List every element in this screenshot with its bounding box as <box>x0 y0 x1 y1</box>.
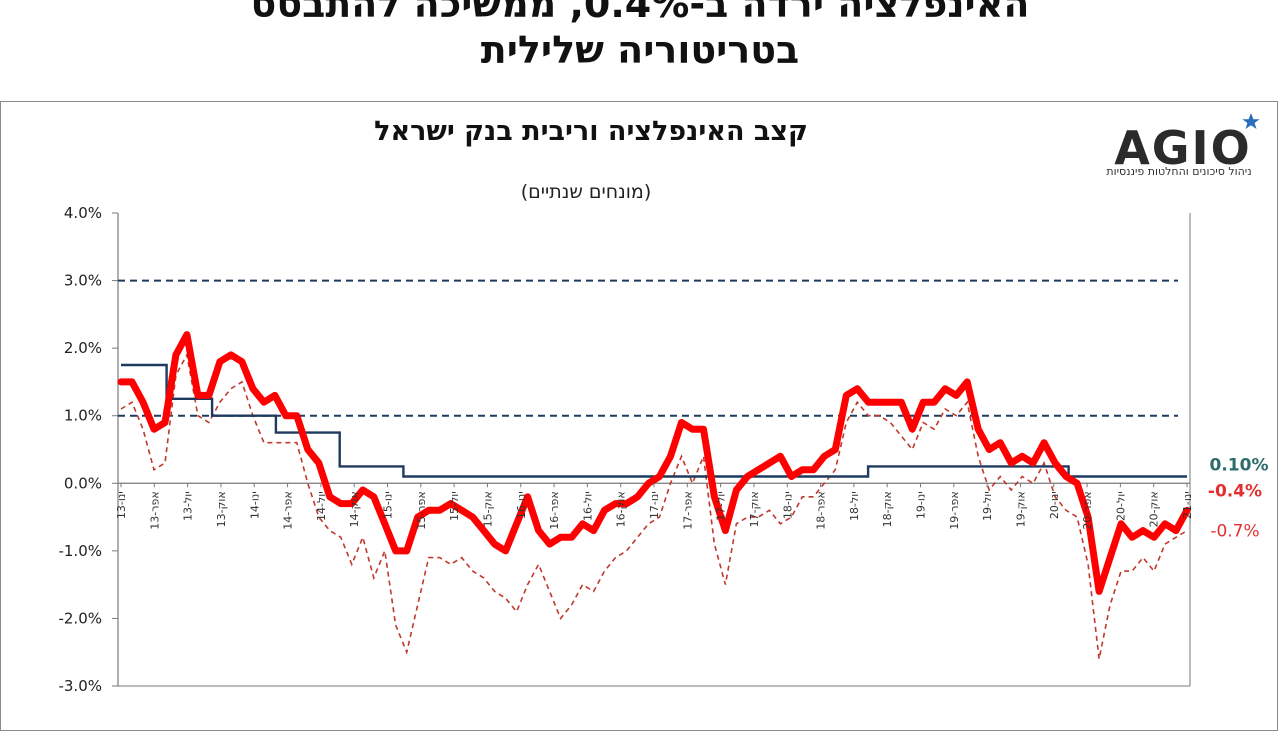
x-tick-label: אפר-14 <box>282 491 295 529</box>
annotation-rate: 0.10% <box>1210 456 1269 476</box>
x-tick-label: אפר-15 <box>415 491 428 529</box>
y-tick-label: 0.0% <box>64 474 102 492</box>
y-tick-label: 3.0% <box>64 272 102 290</box>
x-tick-label: ינו-16 <box>515 491 528 519</box>
x-tick-label: אוק-19 <box>1014 491 1027 527</box>
x-tick-label: אוק-20 <box>1148 491 1161 527</box>
y-tick-label: 1.0% <box>64 407 102 425</box>
x-tick-label: אוק-14 <box>348 491 361 527</box>
x-tick-label: ינו-14 <box>248 491 261 519</box>
x-tick-label: ינו-15 <box>382 491 395 519</box>
x-tick-label: אפר-16 <box>548 491 561 529</box>
y-tick-labels: -3.0% -2.0% -1.0% 0.0% 1.0% 2.0% 3.0% 4.0% <box>58 204 118 695</box>
x-tick-label: אפר-17 <box>681 491 694 529</box>
x-tick-label: יול-15 <box>448 491 461 521</box>
logo-tagline: ניהול סיכונים והחלטות פיננסיות <box>1106 165 1251 178</box>
headline-line-2: בטריטוריה שלילית <box>480 28 800 72</box>
annotations: 0.10% -0.4% -0.7% <box>1208 456 1269 542</box>
x-tick-label: אפר-18 <box>815 491 828 529</box>
x-tick-label: אוק-17 <box>748 491 761 527</box>
x-tick-label: אפר-20 <box>1081 491 1094 529</box>
annotation-inflation: -0.4% <box>1208 481 1262 501</box>
axes <box>117 213 1191 687</box>
x-tick-label: יול-18 <box>848 491 861 521</box>
y-tick-label: -1.0% <box>58 542 102 560</box>
chart-frame: קצב האינפלציה וריבית בנק ישראל (מונחים ש… <box>0 101 1278 731</box>
x-tick-label: יול-17 <box>715 491 728 521</box>
x-tick-labels: ינו-13 אפר-13 יול-13 אוק-13 ינו-14 אפר-14 יול-… <box>115 483 1194 530</box>
y-tick-label: -2.0% <box>58 609 102 627</box>
x-tick-label: ינו-18 <box>781 491 794 519</box>
x-tick-label: אפר-19 <box>948 491 961 529</box>
x-tick-label: ינו-13 <box>115 491 128 519</box>
reference-lines <box>118 279 1178 417</box>
x-tick-label: יול-16 <box>581 491 594 521</box>
x-tick-label: ינו-20 <box>1048 491 1061 519</box>
x-tick-label: אפר-13 <box>148 491 161 529</box>
x-tick-label: אוק-16 <box>615 491 628 527</box>
logo-text: AGIO <box>1114 121 1252 175</box>
series-line-inflation-dashed <box>120 352 1188 660</box>
y-tick-label: -3.0% <box>58 677 102 695</box>
x-tick-label: אוק-15 <box>481 491 494 527</box>
annotation-inflation-dashed: -0.7% <box>1210 522 1259 542</box>
x-tick-label: ינו-21 <box>1181 491 1194 519</box>
y-tick-label: 4.0% <box>64 204 102 222</box>
x-tick-label: אוק-13 <box>215 491 228 527</box>
headline-line-1: האינפלציה ירדה ב-0.4%, ממשיכה להתבסס <box>250 0 1030 26</box>
star-icon <box>1242 113 1260 129</box>
agio-logo: AGIO ניהול סיכונים והחלטות פיננסיות <box>1106 113 1260 178</box>
chart-svg: קצב האינפלציה וריבית בנק ישראל (מונחים ש… <box>58 113 1269 695</box>
series-layer <box>117 331 1191 660</box>
x-tick-label: יול-19 <box>981 491 994 521</box>
chart-title: קצב האינפלציה וריבית בנק ישראל <box>374 116 808 147</box>
series-line-inflation <box>117 331 1191 595</box>
x-tick-label: ינו-17 <box>648 491 661 519</box>
x-tick-label: אוק-18 <box>881 491 894 527</box>
y-tick-label: 2.0% <box>64 339 102 357</box>
x-tick-label: יול-13 <box>182 491 195 521</box>
x-tick-label: יול-14 <box>315 491 328 521</box>
series-line-boi-rate <box>121 363 1187 478</box>
x-tick-label: ינו-19 <box>915 491 928 519</box>
chart-subtitle: (מונחים שנתיים) <box>521 181 652 203</box>
x-tick-label: יול-20 <box>1114 491 1127 521</box>
